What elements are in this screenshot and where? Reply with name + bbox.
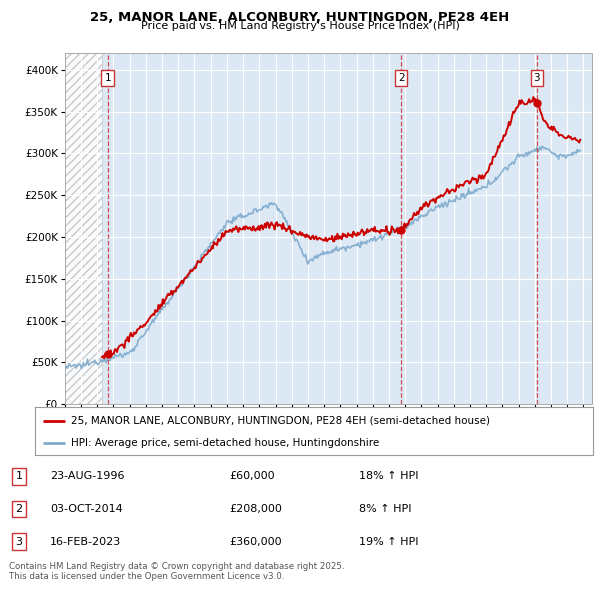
- Text: £60,000: £60,000: [229, 471, 275, 481]
- Text: 16-FEB-2023: 16-FEB-2023: [50, 537, 121, 547]
- Text: 3: 3: [533, 73, 540, 83]
- Text: 2: 2: [398, 73, 404, 83]
- Text: 25, MANOR LANE, ALCONBURY, HUNTINGDON, PE28 4EH (semi-detached house): 25, MANOR LANE, ALCONBURY, HUNTINGDON, P…: [71, 415, 490, 425]
- Text: 23-AUG-1996: 23-AUG-1996: [50, 471, 125, 481]
- Text: 03-OCT-2014: 03-OCT-2014: [50, 504, 123, 514]
- Text: 2: 2: [16, 504, 22, 514]
- Text: 1: 1: [104, 73, 111, 83]
- Text: HPI: Average price, semi-detached house, Huntingdonshire: HPI: Average price, semi-detached house,…: [71, 438, 379, 448]
- Text: 25, MANOR LANE, ALCONBURY, HUNTINGDON, PE28 4EH: 25, MANOR LANE, ALCONBURY, HUNTINGDON, P…: [91, 11, 509, 24]
- Text: 8% ↑ HPI: 8% ↑ HPI: [359, 504, 412, 514]
- Text: 18% ↑ HPI: 18% ↑ HPI: [359, 471, 418, 481]
- Text: £360,000: £360,000: [229, 537, 282, 547]
- Text: Contains HM Land Registry data © Crown copyright and database right 2025.
This d: Contains HM Land Registry data © Crown c…: [9, 562, 344, 581]
- Text: 1: 1: [16, 471, 22, 481]
- Text: 19% ↑ HPI: 19% ↑ HPI: [359, 537, 418, 547]
- Text: Price paid vs. HM Land Registry's House Price Index (HPI): Price paid vs. HM Land Registry's House …: [140, 21, 460, 31]
- Bar: [65, 53, 102, 404]
- Text: £208,000: £208,000: [229, 504, 283, 514]
- Text: 3: 3: [16, 537, 22, 547]
